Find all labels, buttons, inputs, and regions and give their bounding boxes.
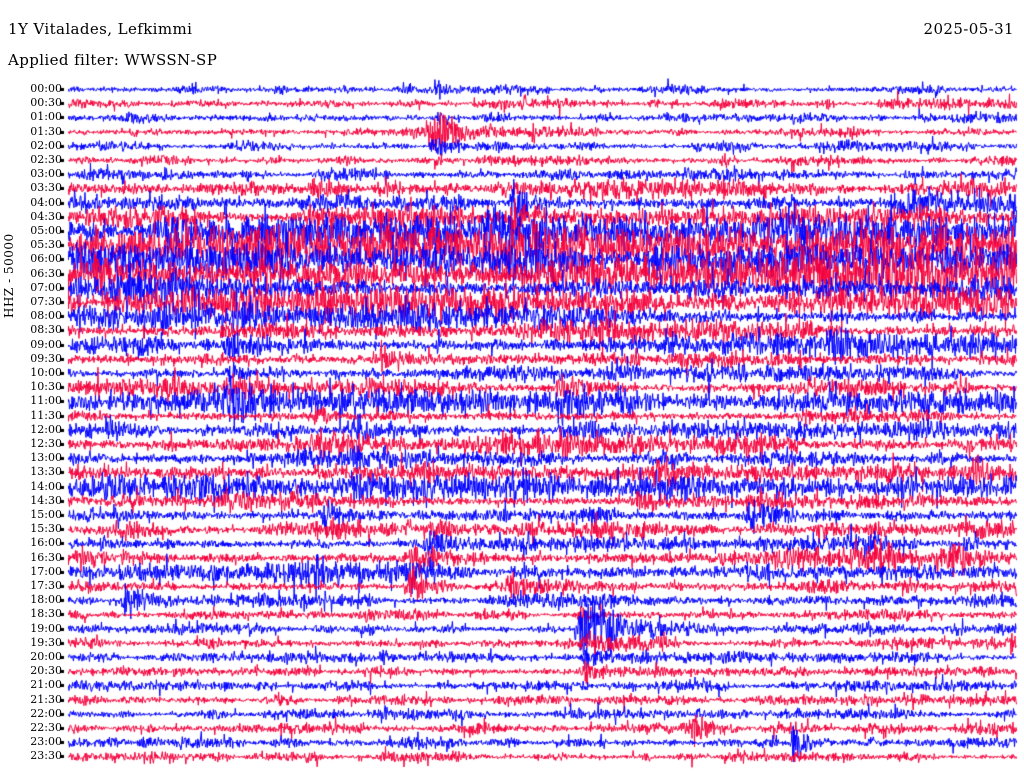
record-date: 2025-05-31 — [923, 20, 1014, 38]
page-title: 1Y Vitalades, Lefkimmi — [8, 20, 193, 38]
applied-filter-label: Applied filter: WWSSN-SP — [8, 51, 218, 69]
seismogram-plot — [0, 78, 1024, 772]
seismogram-canvas — [0, 78, 1024, 772]
